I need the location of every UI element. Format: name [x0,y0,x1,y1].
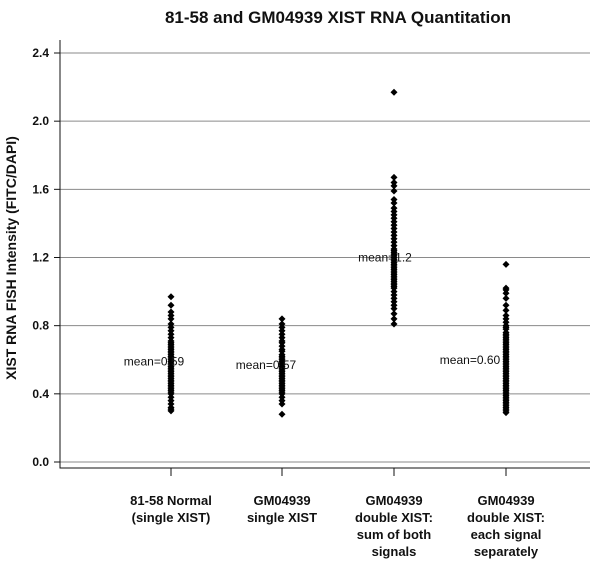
data-point [390,173,398,181]
x-axis-categories: 81-58 Normal (single XIST) GM04939 single X… [130,493,545,559]
data-point [502,409,510,417]
data-point [502,294,510,302]
data-point [390,310,398,318]
x-category-label: GM04939 double XIST: each signal separately [467,493,545,559]
data-point [390,88,398,96]
y-tick-label: 0.0 [32,455,49,469]
x-category-label: GM04939 single XIST [247,493,317,525]
y-tick-label: 0.4 [32,387,49,401]
y-tick-label: 1.6 [32,182,49,196]
data-point [167,315,175,323]
data-point [167,407,175,415]
y-tick-label: 0.8 [32,319,49,333]
gridlines [60,52,590,463]
chart-title: 81-58 and GM04939 XIST RNA Quantitation [165,8,511,27]
data-point [390,320,398,328]
data-point [278,400,286,408]
data-point [502,260,510,268]
data-point [390,199,398,207]
data-points [167,88,510,418]
data-point [502,289,510,297]
data-point [167,293,175,301]
data-point [502,306,510,314]
y-tick-label: 2.0 [32,114,49,128]
mean-label: mean=0.57 [236,358,297,372]
x-category-label: 81-58 Normal (single XIST) [130,493,212,525]
data-point [278,315,286,323]
data-point [502,301,510,309]
data-point [167,301,175,309]
y-tick-label: 1.2 [32,251,49,265]
mean-label: mean=1.2 [358,251,412,265]
axes [54,40,590,476]
y-axis-label: XIST RNA FISH Intensity (FITC/DAPI) [3,136,19,380]
mean-label: mean=0.60 [440,353,501,367]
mean-labels: mean=0.59 mean=0.57 mean=1.2 mean=0.60 [124,251,501,372]
data-point [390,305,398,313]
data-point [390,182,398,190]
data-point [390,187,398,195]
axis-frame [59,40,590,469]
data-point [278,410,286,418]
y-axis-ticks: 0.0 0.4 0.8 1.2 1.6 2.0 2.4 [32,46,49,469]
mean-label: mean=0.59 [124,354,185,368]
data-point [390,315,398,323]
y-tick-label: 2.4 [32,46,49,60]
x-category-label: GM04939 double XIST: sum of both signals [355,493,433,559]
